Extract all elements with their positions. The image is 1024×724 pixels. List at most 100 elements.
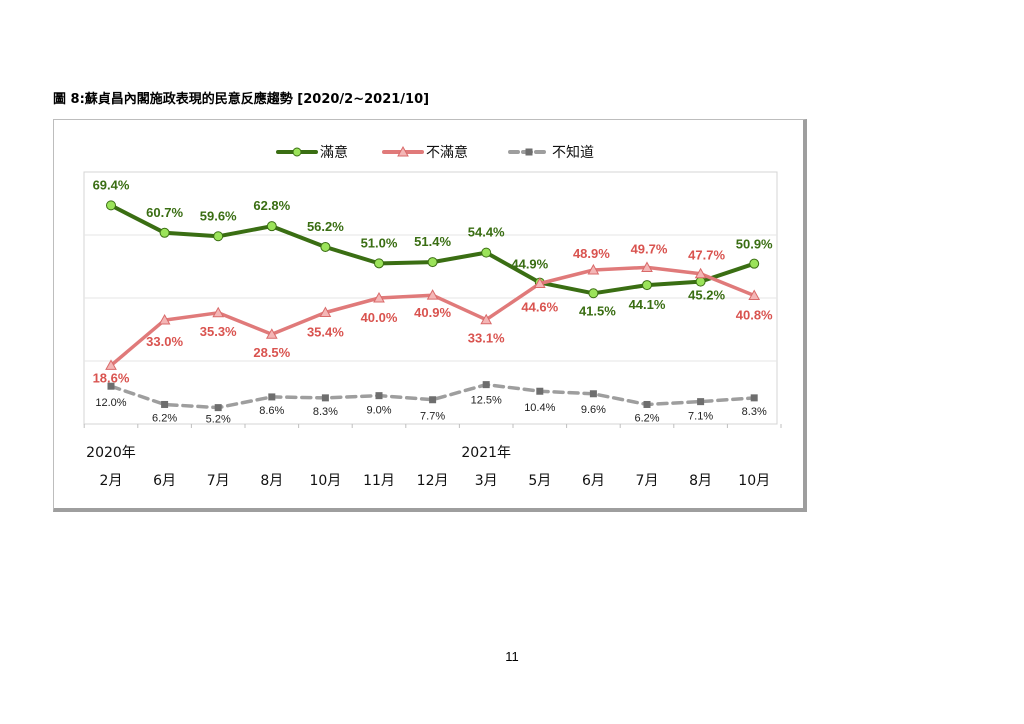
data-point [426,289,439,300]
page-title: 圖 8:蘇貞昌內閣施政表現的民意反應趨勢 [2020/2~2021/10] [53,92,430,107]
data-label: 33.1% [468,331,505,346]
data-point [481,247,492,258]
x-tick-label: 2月 [100,473,123,489]
x-tick-label: 10月 [738,473,770,489]
data-label: 51.4% [414,234,451,249]
chart-frame: 2月 6月 7月 8月 10月 11月 12月 3月 5月 6月 7月 8月 10月 2020年 2021年… [53,119,807,512]
data-label: 47.7% [688,248,725,263]
data-label: 28.5% [253,345,290,360]
data-point [643,400,651,408]
x-tick-label: 12月 [417,473,449,489]
legend-marker [292,147,302,157]
data-point [589,390,597,398]
data-point [106,200,116,211]
data-point [268,393,276,401]
data-label: 6.2% [634,412,659,424]
data-point [642,280,652,291]
data-label: 12.5% [471,395,502,407]
data-label: 12.0% [95,397,126,409]
data-point [375,392,383,400]
data-label: 33.0% [146,334,183,349]
data-point [159,227,170,238]
data-label: 59.6% [200,208,237,223]
year-label: 2020年 [86,445,136,461]
data-label: 56.2% [307,219,344,234]
data-label: 44.6% [521,300,558,315]
data-point [213,231,224,242]
data-point [427,257,438,268]
data-label: 50.9% [736,237,773,252]
data-label: 69.4% [93,177,130,192]
data-point [265,328,278,339]
data-label: 18.6% [93,370,130,385]
x-tick-label: 10月 [309,473,341,489]
legend-label: 不知道 [552,144,594,161]
x-tick-label: 7月 [207,473,230,489]
line-chart: 2月 6月 7月 8月 10月 11月 12月 3月 5月 6月 7月 8月 10月 2020年 2021年… [83,144,782,489]
data-label: 9.0% [366,405,391,417]
x-tick-label: 6月 [582,473,605,489]
data-label: 35.4% [307,324,344,339]
data-point [587,263,600,275]
legend-marker [525,148,533,156]
data-label: 8.3% [742,406,767,418]
data-label: 10.4% [524,402,555,414]
data-point [107,382,115,390]
data-point [374,258,384,269]
data-point [158,314,171,325]
data-label: 48.9% [573,246,610,261]
legend-label: 滿意 [320,144,348,161]
legend-marker [397,145,409,157]
data-point [536,387,544,395]
data-label: 9.6% [581,404,606,416]
data-label: 60.7% [146,205,183,220]
data-point [266,221,277,232]
data-label: 8.3% [313,406,338,418]
data-label: 35.3% [200,324,237,339]
data-point [429,396,437,404]
data-point [321,394,329,402]
data-point [748,289,761,300]
x-tick-label: 11月 [363,473,395,489]
data-label: 51.0% [361,235,398,250]
data-point [320,241,331,252]
data-point [212,306,225,318]
data-label: 44.1% [629,297,666,312]
data-point [319,306,332,317]
series-line-unknown [109,382,756,410]
x-tick-label: 5月 [528,473,551,489]
x-tick-label: 6月 [153,473,176,489]
data-label: 5.2% [206,414,231,426]
data-point [533,277,546,289]
data-label: 62.8% [253,198,290,213]
data-label: 54.4% [468,225,505,240]
data-point [214,404,222,412]
data-point [105,359,117,370]
page-number: 11 [505,649,519,664]
data-label: 45.2% [688,288,725,303]
data-label: 40.8% [736,307,773,322]
data-point [482,381,490,389]
data-label: 40.9% [414,305,451,320]
data-point [695,276,706,287]
data-point [480,313,493,325]
x-tick-label: 8月 [689,473,712,489]
data-point [697,398,705,406]
legend-label: 不滿意 [426,144,468,161]
data-point [750,394,758,402]
data-label: 7.7% [420,411,445,423]
data-label: 44.9% [511,257,548,272]
data-point [588,288,599,299]
data-point [694,267,707,279]
x-tick-label: 3月 [475,473,498,489]
data-label: 40.0% [361,310,398,325]
data-label: 6.2% [152,412,177,424]
data-point [749,258,760,269]
x-tick-label: 8月 [260,473,283,489]
data-label: 41.5% [579,303,616,318]
data-point [641,261,653,272]
data-label: 7.1% [688,411,713,423]
x-tick-label: 7月 [636,473,659,489]
year-label: 2021年 [461,445,511,461]
data-point [161,400,169,408]
